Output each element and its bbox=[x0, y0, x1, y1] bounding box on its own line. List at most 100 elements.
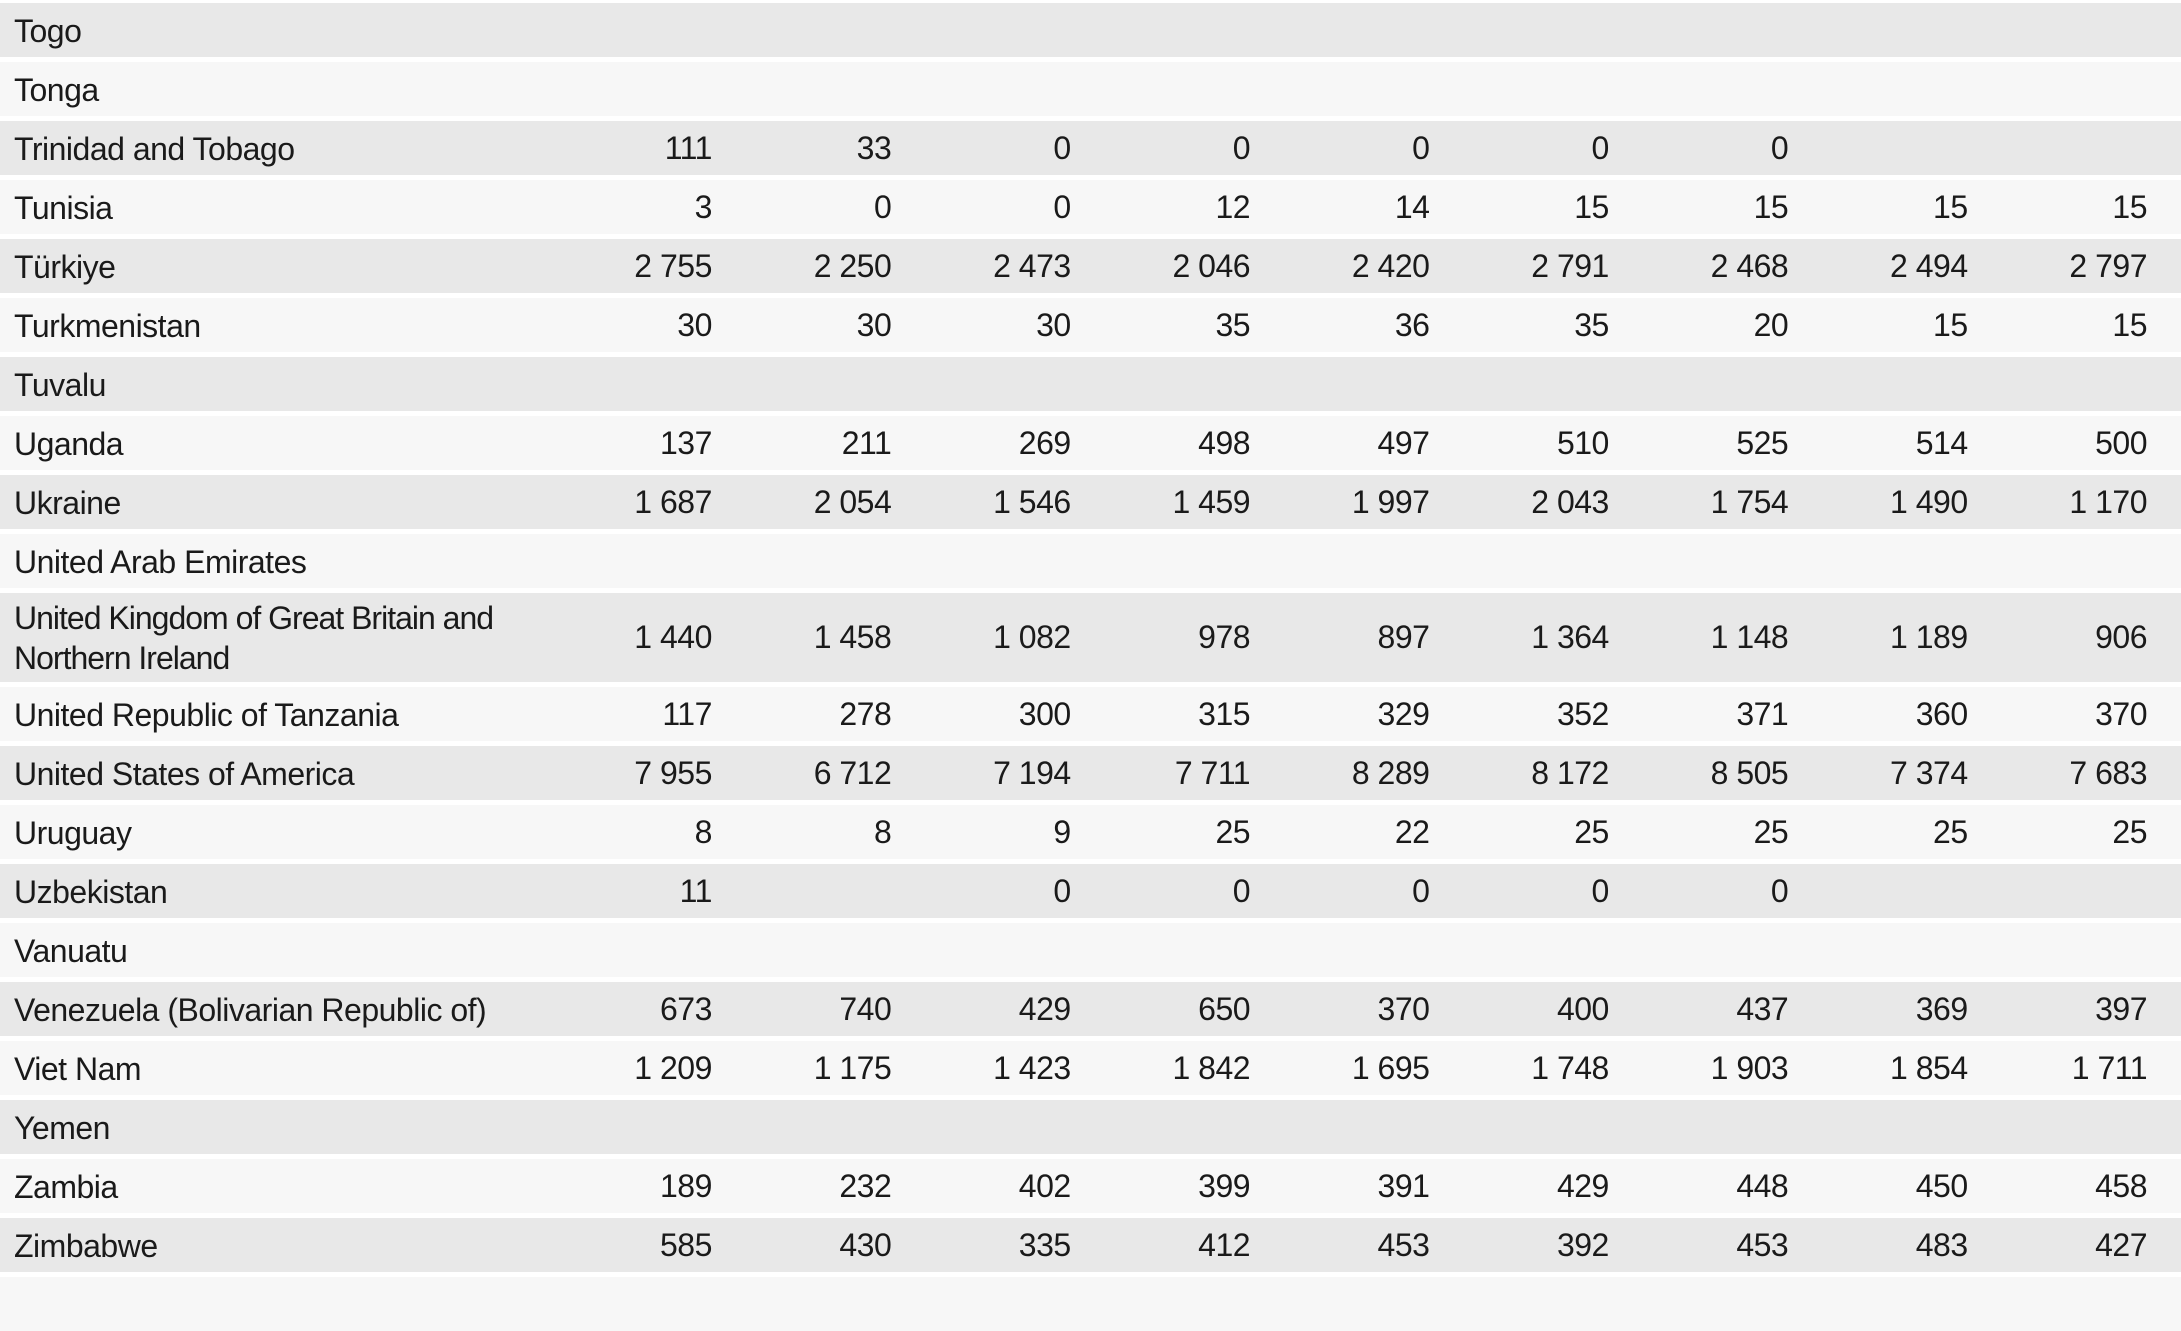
value-cell: 232 bbox=[839, 1167, 892, 1204]
value-cell: 8 505 bbox=[1710, 754, 1789, 791]
value-cell: 211 bbox=[841, 424, 892, 461]
value-cell: 430 bbox=[839, 1226, 892, 1263]
country-name: Uruguay bbox=[14, 814, 132, 851]
country-name-cell: Uganda bbox=[0, 423, 532, 462]
value-cell: 360 bbox=[1915, 695, 1968, 732]
value-cell: 15 bbox=[2112, 306, 2147, 343]
value-cell: 1 148 bbox=[1710, 619, 1789, 655]
value-cell: 483 bbox=[1915, 1226, 1968, 1263]
country-name-cell: United Kingdom of Great Britain and Nort… bbox=[0, 598, 532, 678]
value-cell: 906 bbox=[2095, 619, 2147, 655]
table-row: Uzbekistan 11 0 0 0 0 0 bbox=[0, 864, 2181, 918]
value-cell: 12 bbox=[1215, 188, 1251, 225]
value-cell: 1 440 bbox=[634, 619, 712, 655]
value-cell: 7 955 bbox=[634, 754, 712, 791]
value-cell: 2 755 bbox=[634, 247, 712, 284]
value-cell: 0 bbox=[1053, 872, 1071, 909]
value-cell: 453 bbox=[1736, 1226, 1789, 1263]
value-cell: 9 bbox=[1053, 813, 1071, 850]
country-data-table: Togo Tonga Trinidad and Tobago 111 33 0 0 0 0 0 Tu… bbox=[0, 3, 2181, 1272]
value-cell: 269 bbox=[1018, 424, 1071, 461]
table-row: United Republic of Tanzania 117 278 300 315 3… bbox=[0, 687, 2181, 741]
value-cell: 25 bbox=[1215, 813, 1251, 850]
value-cell: 0 bbox=[1591, 129, 1610, 166]
country-name-cell: United States of America bbox=[0, 753, 532, 792]
value-cell: 352 bbox=[1556, 695, 1609, 732]
value-cell: 137 bbox=[659, 424, 712, 461]
country-name: Tunisia bbox=[14, 189, 113, 226]
country-name-cell: Togo bbox=[0, 10, 532, 49]
value-cell: 0 bbox=[1053, 129, 1071, 166]
country-name: United States of America bbox=[14, 755, 355, 792]
country-name: Zambia bbox=[14, 1168, 118, 1205]
country-name-cell: Uzbekistan bbox=[0, 871, 532, 910]
value-cell: 2 494 bbox=[1890, 247, 1968, 284]
value-cell: 6 712 bbox=[813, 754, 892, 791]
country-name-cell: Tonga bbox=[0, 69, 532, 108]
country-name: Tuvalu bbox=[14, 366, 106, 403]
country-name-cell: Viet Nam bbox=[0, 1048, 532, 1087]
country-name-cell: Uruguay bbox=[0, 812, 532, 851]
value-cell: 371 bbox=[1736, 695, 1789, 732]
table-row: Türkiye 2 755 2 250 2 473 2 046 2 420 2 791 2 4… bbox=[0, 239, 2181, 293]
value-cell: 458 bbox=[2095, 1167, 2147, 1204]
value-cell: 7 683 bbox=[2069, 754, 2147, 791]
table-row: Zimbabwe 585 430 335 412 453 392 453 483 427 bbox=[0, 1218, 2181, 1272]
country-name-cell: Zambia bbox=[0, 1166, 532, 1205]
value-cell: 1 364 bbox=[1531, 619, 1609, 655]
value-cell: 1 459 bbox=[1172, 483, 1251, 520]
value-cell: 8 bbox=[873, 813, 892, 850]
country-name-cell: Venezuela (Bolivarian Republic of) bbox=[0, 989, 532, 1028]
value-cell: 514 bbox=[1915, 424, 1968, 461]
value-cell: 978 bbox=[1198, 619, 1251, 655]
value-cell: 189 bbox=[659, 1167, 712, 1204]
value-cell: 0 bbox=[1053, 188, 1071, 225]
value-cell: 1 170 bbox=[2069, 483, 2147, 520]
value-cell: 1 458 bbox=[813, 619, 892, 655]
value-cell: 1 903 bbox=[1710, 1049, 1789, 1086]
value-cell: 20 bbox=[1753, 306, 1789, 343]
value-cell: 30 bbox=[1036, 306, 1071, 343]
value-cell: 1 546 bbox=[993, 483, 1071, 520]
value-cell: 1 423 bbox=[993, 1049, 1071, 1086]
country-name-cell: United Arab Emirates bbox=[0, 541, 532, 580]
country-name-cell: Yemen bbox=[0, 1107, 532, 1146]
country-name: Turkmenistan bbox=[14, 307, 201, 344]
value-cell: 2 420 bbox=[1351, 247, 1430, 284]
value-cell: 397 bbox=[2095, 990, 2147, 1027]
value-cell: 1 209 bbox=[634, 1049, 712, 1086]
value-cell: 0 bbox=[1232, 872, 1251, 909]
value-cell: 369 bbox=[1915, 990, 1968, 1027]
value-cell: 437 bbox=[1736, 990, 1789, 1027]
value-cell: 453 bbox=[1377, 1226, 1430, 1263]
value-cell: 2 468 bbox=[1710, 247, 1789, 284]
table-row: United Arab Emirates bbox=[0, 534, 2181, 588]
value-cell: 427 bbox=[2095, 1226, 2147, 1263]
value-cell: 673 bbox=[659, 990, 712, 1027]
value-cell: 400 bbox=[1556, 990, 1609, 1027]
value-cell: 402 bbox=[1018, 1167, 1071, 1204]
country-name-cell: United Republic of Tanzania bbox=[0, 694, 532, 733]
table-row: Tonga bbox=[0, 62, 2181, 116]
value-cell: 448 bbox=[1736, 1167, 1789, 1204]
value-cell: 399 bbox=[1198, 1167, 1251, 1204]
country-name-cell: Türkiye bbox=[0, 246, 532, 285]
value-cell: 2 046 bbox=[1172, 247, 1251, 284]
value-cell: 33 bbox=[856, 129, 892, 166]
value-cell: 2 250 bbox=[813, 247, 892, 284]
partial-next-row bbox=[0, 1277, 2181, 1331]
value-cell: 500 bbox=[2095, 424, 2147, 461]
country-name: United Kingdom of Great Britain and Nort… bbox=[14, 599, 494, 676]
country-name: Tonga bbox=[14, 71, 99, 108]
country-name-cell: Tunisia bbox=[0, 187, 532, 226]
value-cell: 497 bbox=[1377, 424, 1430, 461]
value-cell: 370 bbox=[2095, 695, 2147, 732]
table-row: Uganda 137 211 269 498 497 510 525 514 500 bbox=[0, 416, 2181, 470]
value-cell: 25 bbox=[1753, 813, 1789, 850]
value-cell: 335 bbox=[1018, 1226, 1071, 1263]
table-row: Yemen bbox=[0, 1100, 2181, 1154]
value-cell: 1 711 bbox=[2071, 1049, 2148, 1086]
value-cell: 30 bbox=[677, 306, 712, 343]
value-cell: 0 bbox=[873, 188, 892, 225]
country-name: Togo bbox=[14, 12, 82, 49]
